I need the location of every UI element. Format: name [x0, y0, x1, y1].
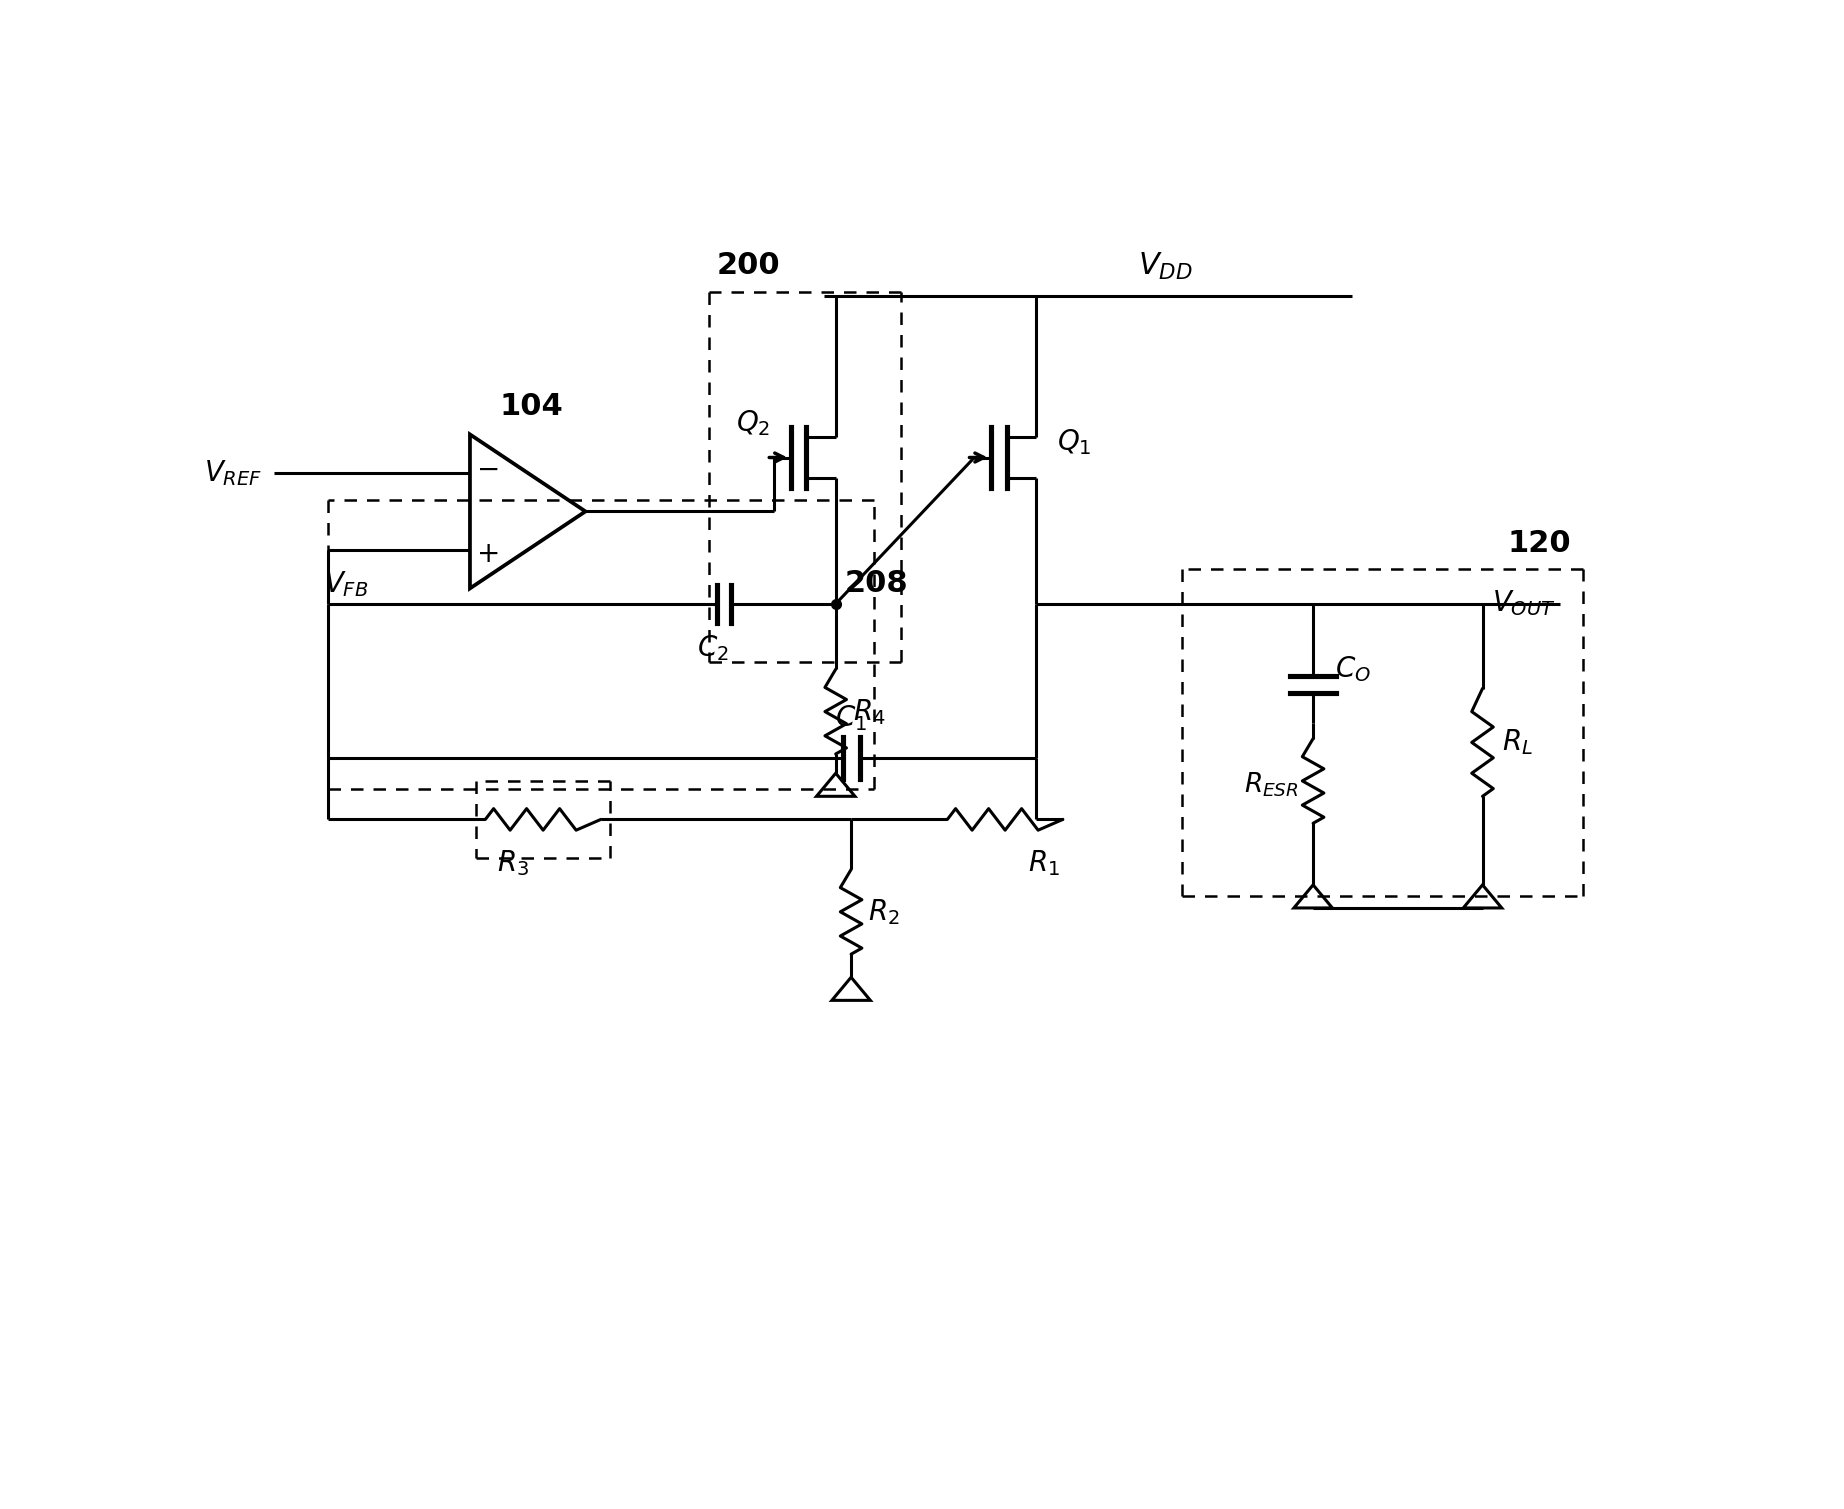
Text: $Q_1$: $Q_1$: [1057, 427, 1092, 457]
Text: $+$: $+$: [476, 540, 498, 567]
Text: 200: 200: [715, 252, 780, 281]
Text: 104: 104: [500, 391, 564, 421]
Text: $R_4$: $R_4$: [852, 697, 885, 726]
Text: $R_{ESR}$: $R_{ESR}$: [1245, 771, 1300, 798]
Text: $C_O$: $C_O$: [1335, 655, 1370, 684]
Text: $V_{DD}$: $V_{DD}$: [1138, 250, 1193, 282]
Text: $C_1$: $C_1$: [835, 703, 867, 733]
Text: $V_{FB}$: $V_{FB}$: [325, 569, 369, 599]
Text: $R_1$: $R_1$: [1029, 848, 1060, 878]
Text: $Q_2$: $Q_2$: [736, 409, 771, 438]
Text: $C_2$: $C_2$: [697, 634, 728, 662]
Text: $R_L$: $R_L$: [1501, 727, 1532, 758]
Text: 208: 208: [845, 569, 909, 598]
Text: $R_2$: $R_2$: [869, 896, 900, 927]
Text: $V_{OUT}$: $V_{OUT}$: [1492, 589, 1556, 619]
Text: $-$: $-$: [476, 456, 498, 483]
Text: $V_{REF}$: $V_{REF}$: [205, 459, 262, 487]
Text: 120: 120: [1507, 528, 1571, 558]
Text: $R_3$: $R_3$: [496, 848, 529, 878]
